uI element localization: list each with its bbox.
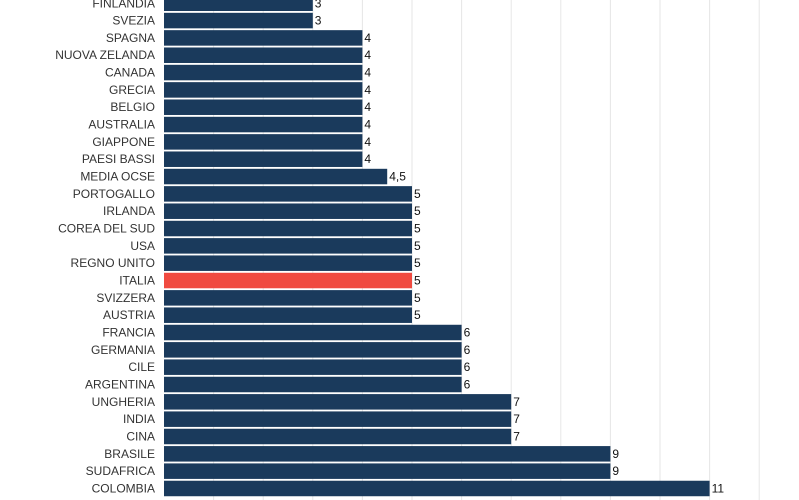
bar-italia	[164, 272, 412, 289]
bar-media-ocse	[164, 168, 388, 185]
bar-cile	[164, 359, 462, 375]
bar-germania	[164, 342, 462, 358]
category-label-italia: ITALIA	[119, 274, 155, 288]
category-label-colombia: COLOMBIA	[92, 481, 155, 495]
value-label-australia: 4	[364, 118, 371, 132]
value-label-italia: 5	[414, 274, 421, 288]
bar-paesi-bassi	[164, 151, 363, 167]
category-label-cile: CILE	[128, 360, 155, 374]
bar-svizzera	[164, 290, 412, 306]
category-label-media-ocse: MEDIA OCSE	[80, 170, 155, 184]
value-label-brasile: 9	[612, 447, 619, 461]
value-label-irlanda: 5	[414, 204, 421, 218]
category-label-argentina: ARGENTINA	[85, 378, 155, 392]
value-label-colombia: 11	[712, 481, 725, 495]
bar-brasile	[164, 446, 611, 462]
bar-ungheria	[164, 394, 512, 410]
category-label-grecia: GRECIA	[109, 83, 155, 97]
value-label-belgio: 4	[364, 100, 371, 114]
bar-colombia	[164, 480, 710, 497]
value-label-sudafrica: 9	[612, 464, 619, 478]
category-label-belgio: BELGIO	[110, 100, 155, 114]
bar-nuova-zelanda	[164, 47, 363, 63]
category-label-india: INDIA	[123, 412, 155, 426]
bar-corea-del-sud	[164, 220, 412, 237]
category-label-corea-del-sud: COREA DEL SUD	[58, 222, 155, 236]
value-label-ungheria: 7	[513, 395, 520, 409]
value-label-nuova-zelanda: 4	[364, 48, 371, 62]
category-label-nuova-zelanda: NUOVA ZELANDA	[55, 48, 155, 62]
value-label-portogallo: 5	[414, 187, 421, 201]
value-label-usa: 5	[414, 239, 421, 253]
bar-austria	[164, 307, 412, 323]
value-label-svizzera: 5	[414, 291, 421, 305]
value-label-india: 7	[513, 412, 520, 426]
category-label-australia: AUSTRALIA	[88, 118, 155, 132]
bars	[164, 0, 710, 497]
value-label-spagna: 4	[364, 31, 371, 45]
value-label-media-ocse: 4,5	[389, 170, 406, 184]
value-labels: 3 3 4 4 4 4 4 4 4 4 4,5 5 5 5 5 5 5 5 5 6 6 6 6 7 7 7 9 9 11	[315, 0, 725, 495]
value-label-svezia: 3	[315, 14, 322, 28]
bar-cina	[164, 428, 512, 445]
category-labels: FINLANDIA SVEZIA SPAGNA NUOVA ZELANDA CANADA…	[55, 0, 155, 495]
bar-giappone	[164, 134, 363, 150]
value-label-regno-unito: 5	[414, 256, 421, 270]
value-label-argentina: 6	[464, 378, 471, 392]
bar-grecia	[164, 82, 363, 98]
bar-svezia	[164, 12, 313, 29]
category-label-spagna: SPAGNA	[106, 31, 155, 45]
value-label-grecia: 4	[364, 83, 371, 97]
value-label-canada: 4	[364, 66, 371, 80]
bar-india	[164, 411, 512, 427]
category-label-sudafrica: SUDAFRICA	[86, 464, 155, 478]
category-label-usa: USA	[130, 239, 155, 253]
bar-finlandia	[164, 0, 313, 11]
bar-usa	[164, 238, 412, 254]
bar-spagna	[164, 30, 363, 46]
category-label-francia: FRANCIA	[102, 326, 155, 340]
category-label-brasile: BRASILE	[104, 447, 155, 461]
category-label-ungheria: UNGHERIA	[92, 395, 155, 409]
value-label-francia: 6	[464, 326, 471, 340]
category-label-irlanda: IRLANDA	[103, 204, 155, 218]
category-label-austria: AUSTRIA	[103, 308, 155, 322]
value-label-giappone: 4	[364, 135, 371, 149]
bar-australia	[164, 116, 363, 133]
category-label-giappone: GIAPPONE	[92, 135, 155, 149]
bar-irlanda	[164, 203, 412, 219]
category-label-finlandia: FINLANDIA	[92, 0, 155, 10]
value-label-corea-del-sud: 5	[414, 222, 421, 236]
bar-francia	[164, 324, 462, 341]
category-label-paesi-bassi: PAESI BASSI	[82, 152, 155, 166]
value-label-cina: 7	[513, 430, 520, 444]
category-label-regno-unito: REGNO UNITO	[71, 256, 155, 270]
category-label-portogallo: PORTOGALLO	[73, 187, 155, 201]
value-label-cile: 6	[464, 360, 471, 374]
bar-regno-unito	[164, 255, 412, 271]
category-label-germania: GERMANIA	[91, 343, 155, 357]
value-label-austria: 5	[414, 308, 421, 322]
category-label-svezia: SVEZIA	[112, 14, 155, 28]
bar-sudafrica	[164, 463, 611, 479]
bar-portogallo	[164, 186, 412, 202]
bar-canada	[164, 64, 363, 81]
value-label-finlandia: 3	[315, 0, 322, 10]
value-label-paesi-bassi: 4	[364, 152, 371, 166]
bar-argentina	[164, 376, 462, 393]
value-label-germania: 6	[464, 343, 471, 357]
category-label-svizzera: SVIZZERA	[96, 291, 155, 305]
bar-belgio	[164, 99, 363, 115]
category-label-canada: CANADA	[105, 66, 155, 80]
category-label-cina: CINA	[126, 430, 155, 444]
